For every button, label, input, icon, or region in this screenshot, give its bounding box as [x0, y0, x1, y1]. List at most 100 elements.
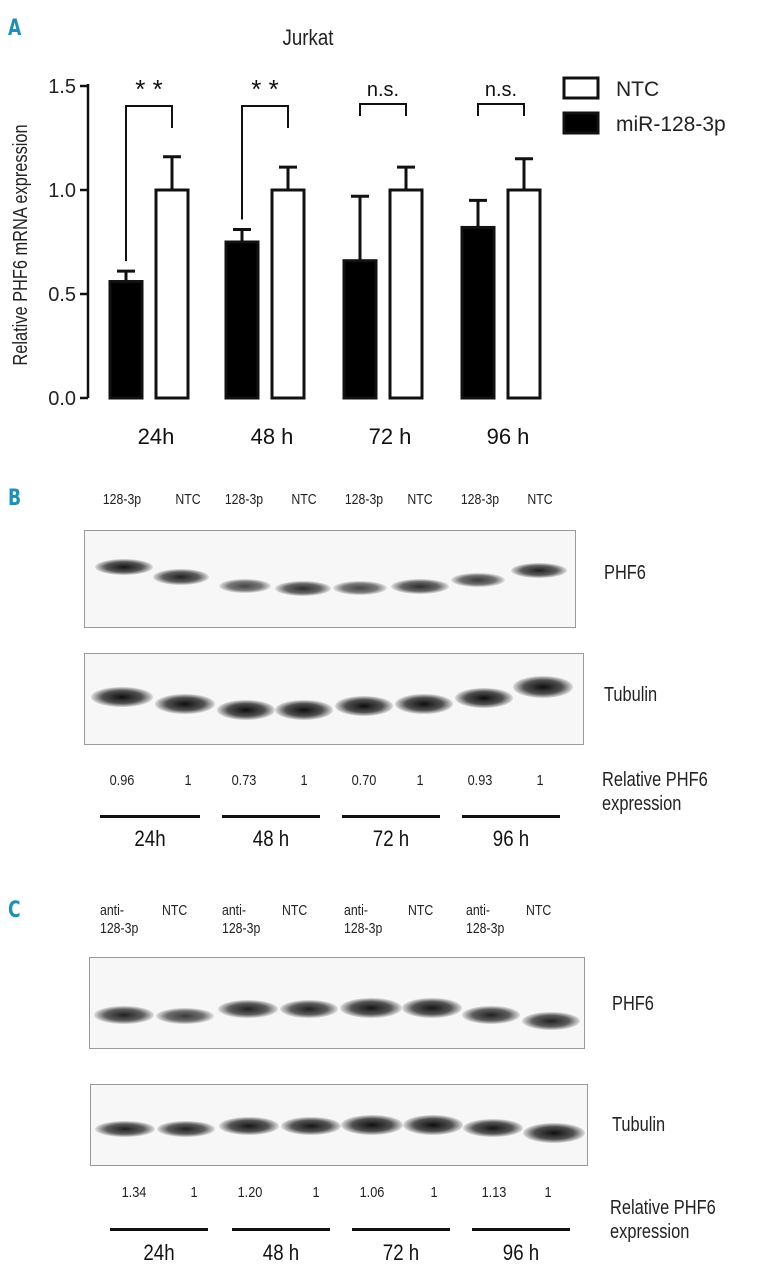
protein-band [523, 1123, 585, 1143]
relative-expression-label: Relative PHF6 expression [602, 769, 708, 815]
protein-band [218, 1000, 278, 1018]
time-label: 72 h [372, 826, 410, 851]
ratio-value: 1 [544, 1184, 552, 1201]
chart-title: Jurkat [283, 27, 334, 51]
significance-label: * * [135, 74, 162, 104]
y-tick-label: 0.0 [48, 388, 76, 410]
protein-band [391, 579, 449, 594]
lane-label: NTC [291, 491, 317, 508]
time-bar [352, 1228, 450, 1231]
ratio-value: 1.06 [359, 1184, 385, 1201]
protein-band [95, 1121, 155, 1137]
time-bar [462, 815, 560, 818]
lane-label: NTC [408, 902, 434, 919]
time-label: 72 h [382, 1240, 420, 1265]
time-label: 48 h [252, 826, 290, 851]
significance-label: n.s. [367, 79, 399, 101]
protein-band [341, 1115, 403, 1135]
legend-label: NTC [616, 78, 659, 101]
bar-chart: Jurkat Relative PHF6 mRNA expression 0.0… [8, 27, 725, 449]
protein-band [219, 1117, 279, 1135]
protein-band [95, 559, 153, 575]
y-axis-label: Relative PHF6 mRNA expression [8, 124, 31, 365]
lane-label: NTC [526, 902, 552, 919]
ratio-value: 1 [312, 1184, 320, 1201]
tubulin-label: Tubulin [604, 684, 658, 706]
x-tick-label: 24h [138, 424, 175, 449]
lane-label: 128-3p [224, 491, 264, 508]
y-tick-label: 1.5 [48, 76, 76, 98]
bar [224, 240, 260, 400]
ratio-value: 0.70 [351, 772, 377, 789]
x-tick-label: 96 h [487, 424, 530, 449]
protein-band [455, 688, 513, 708]
protein-band [217, 700, 275, 720]
bar [270, 188, 306, 400]
protein-band [462, 1006, 520, 1024]
ratio-value: 0.73 [231, 772, 257, 789]
protein-band [280, 1000, 338, 1018]
phf6-blot [84, 530, 576, 628]
time-label: 96 h [492, 826, 530, 851]
lane-label: 128-3p [102, 491, 142, 508]
lane-label: NTC [175, 491, 201, 508]
lane-label: NTC [162, 902, 188, 919]
panel-a-letter: A [8, 16, 22, 41]
legend-swatch [562, 76, 600, 100]
time-bar [342, 815, 440, 818]
protein-band [157, 1121, 215, 1137]
lane-label: NTC [527, 491, 553, 508]
tubulin-blot [84, 653, 584, 745]
protein-band [402, 998, 462, 1018]
bar [342, 259, 378, 400]
ratio-value: 0.96 [109, 772, 135, 789]
protein-band [219, 579, 271, 593]
time-label: 48 h [262, 1240, 300, 1265]
ratio-value: 1 [190, 1184, 198, 1201]
panel-c-letter: C [8, 898, 21, 923]
axes: 0.0 0.5 1.0 1.5 [48, 76, 90, 410]
ratio-value: 1 [416, 772, 424, 789]
x-tick-label: 72 h [369, 424, 412, 449]
lane-label: anti- 128-3p [344, 902, 383, 937]
y-tick-label: 0.5 [48, 284, 76, 306]
bracket [241, 105, 289, 220]
lane-label: anti- 128-3p [466, 902, 505, 937]
ratio-value: 1 [430, 1184, 438, 1201]
protein-band [275, 700, 333, 720]
ratio-value: 1 [300, 772, 308, 789]
y-tick-label: 1.0 [48, 180, 76, 202]
x-tick-label: 48 h [251, 424, 294, 449]
protein-band [91, 687, 153, 707]
time-label: 96 h [502, 1240, 540, 1265]
tubulin-label: Tubulin [612, 1114, 666, 1136]
lane-label: NTC [282, 902, 308, 919]
time-bar [232, 1228, 330, 1231]
ratio-value: 0.93 [467, 772, 493, 789]
protein-band [94, 1006, 154, 1024]
phf6-label: PHF6 [604, 562, 646, 584]
ratio-value: 1.34 [121, 1184, 147, 1201]
time-label: 24h [134, 826, 166, 851]
time-bar [222, 815, 320, 818]
protein-band [281, 1117, 341, 1135]
bar [388, 188, 424, 400]
bars: 24h 48 h 72 h 96 h [108, 155, 542, 449]
lane-label: 128-3p [460, 491, 500, 508]
protein-band [155, 694, 215, 714]
legend-swatch [562, 111, 600, 135]
protein-band [335, 696, 393, 716]
significance-brackets: * * * * n.s. n.s. [125, 74, 525, 262]
bracket [125, 105, 173, 262]
bar [460, 225, 496, 400]
ratio-value: 1 [184, 772, 192, 789]
time-bar [100, 815, 200, 818]
protein-band [403, 1115, 463, 1135]
bar [108, 280, 144, 400]
ratio-value: 1 [536, 772, 544, 789]
protein-band [513, 676, 573, 698]
protein-band [511, 563, 567, 578]
protein-band [522, 1012, 580, 1030]
bar [506, 188, 542, 400]
tubulin-blot [90, 1084, 588, 1166]
